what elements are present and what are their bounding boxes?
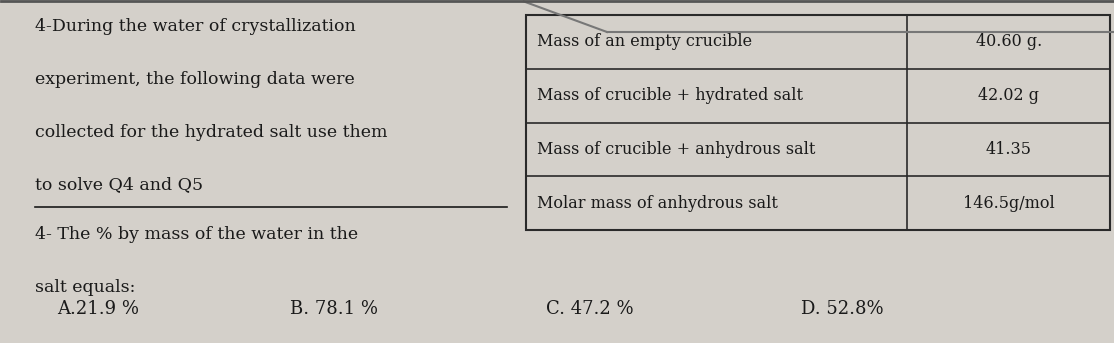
- Text: A.21.9 %: A.21.9 %: [57, 300, 139, 318]
- Text: Mass of crucible + anhydrous salt: Mass of crucible + anhydrous salt: [537, 141, 815, 158]
- Text: 4-During the water of crystallization: 4-During the water of crystallization: [35, 19, 355, 35]
- Text: 41.35: 41.35: [986, 141, 1032, 158]
- Text: 40.60 g.: 40.60 g.: [976, 33, 1042, 50]
- Text: salt equals:: salt equals:: [35, 279, 135, 296]
- Text: 146.5g/mol: 146.5g/mol: [962, 194, 1055, 212]
- Text: 4- The % by mass of the water in the: 4- The % by mass of the water in the: [35, 226, 358, 243]
- Text: to solve Q4 and Q5: to solve Q4 and Q5: [35, 177, 203, 193]
- Text: D. 52.8%: D. 52.8%: [801, 300, 885, 318]
- Text: Molar mass of anhydrous salt: Molar mass of anhydrous salt: [537, 194, 778, 212]
- Text: Mass of an empty crucible: Mass of an empty crucible: [537, 33, 752, 50]
- Text: collected for the hydrated salt use them: collected for the hydrated salt use them: [35, 124, 388, 141]
- Text: B. 78.1 %: B. 78.1 %: [291, 300, 379, 318]
- Text: C. 47.2 %: C. 47.2 %: [546, 300, 634, 318]
- Text: 42.02 g: 42.02 g: [978, 87, 1039, 104]
- Text: Mass of crucible + hydrated salt: Mass of crucible + hydrated salt: [537, 87, 803, 104]
- Bar: [526, 15, 1111, 230]
- Text: experiment, the following data were: experiment, the following data were: [35, 71, 354, 88]
